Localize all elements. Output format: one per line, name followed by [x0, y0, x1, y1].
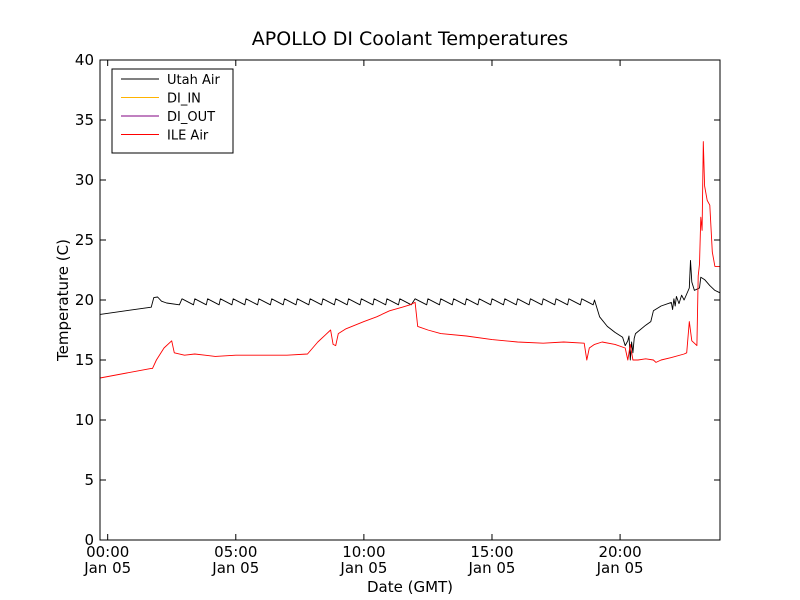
y-tick-label-7: 35: [75, 111, 94, 129]
x-tick-date-0: Jan 05: [83, 559, 131, 577]
x-tick-date-1: Jan 05: [211, 559, 259, 577]
legend-label-ile-air: ILE Air: [167, 129, 209, 144]
x-tick-date-4: Jan 05: [596, 559, 644, 577]
series-layer: [100, 141, 720, 379]
series-line-utah-air: [100, 259, 720, 361]
plot-frame: [99, 59, 721, 541]
x-tick-date-3: Jan 05: [467, 559, 515, 577]
y-tick-label-3: 15: [75, 351, 94, 369]
y-tick-label-0: 0: [84, 531, 94, 549]
x-tick-label-3: 15:00: [470, 543, 513, 561]
x-axis-label: Date (GMT): [367, 578, 453, 596]
y-tick-label-8: 40: [75, 51, 94, 69]
chart-title: APOLLO DI Coolant Temperatures: [252, 28, 568, 50]
legend-label-di-in: DI_IN: [167, 92, 201, 107]
y-tick-label-5: 25: [75, 231, 94, 249]
y-tick-label-6: 30: [75, 171, 94, 189]
legend: Utah Air DI_IN DI_OUT ILE Air: [111, 68, 234, 154]
x-tick-label-1: 05:00: [214, 543, 257, 561]
x-tick-date-2: Jan 05: [339, 559, 387, 577]
y-axis-label: Temperature (C): [54, 239, 72, 362]
series-line-ile-air: [100, 141, 720, 379]
x-tick-label-2: 10:00: [342, 543, 385, 561]
x-tick-label-4: 20:00: [598, 543, 641, 561]
legend-label-utah-air: Utah Air: [167, 73, 220, 88]
legend-box: [111, 68, 234, 154]
x-tick-label-0: 00:00: [86, 543, 129, 561]
y-tick-label-4: 20: [75, 291, 94, 309]
y-tick-label-2: 10: [75, 411, 94, 429]
y-tick-label-1: 5: [84, 471, 94, 489]
legend-label-di-out: DI_OUT: [167, 110, 215, 125]
